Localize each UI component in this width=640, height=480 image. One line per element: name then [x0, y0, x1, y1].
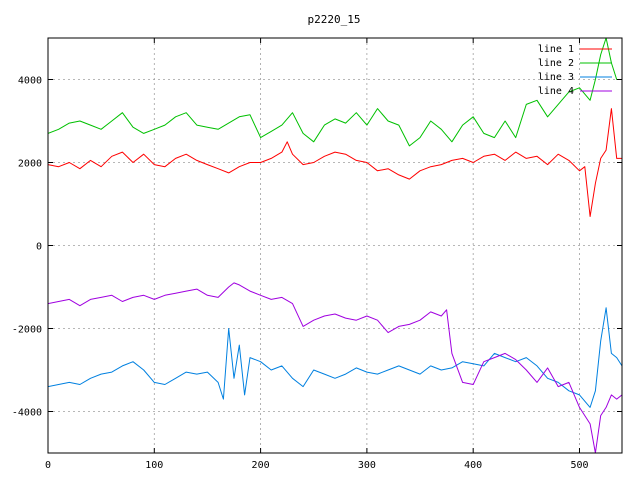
y-tick-label: 4000 — [18, 76, 42, 87]
series-line-1 — [48, 108, 622, 217]
y-tick-label: -2000 — [12, 325, 42, 336]
legend-label-1: line 1 — [538, 44, 574, 55]
legend-label-4: line 4 — [538, 86, 574, 97]
axis-ticks: 0 100 200 300 400 500 -4000 -2000 0 2000 4000 — [12, 38, 622, 471]
legend-label-2: line 2 — [538, 58, 574, 69]
legend-label-3: line 3 — [538, 72, 574, 83]
series-layer — [48, 38, 622, 453]
y-tick-label: 2000 — [18, 159, 42, 170]
chart-title: p2220_15 — [308, 13, 361, 26]
series-line-2 — [48, 38, 622, 147]
x-tick-label: 400 — [464, 460, 482, 471]
series-line-4 — [48, 282, 622, 453]
x-tick-label: 500 — [570, 460, 588, 471]
x-tick-label: 0 — [45, 460, 51, 471]
legend: line 1 line 2 line 3 line 4 — [538, 44, 612, 97]
series-line-3 — [48, 307, 622, 408]
y-tick-label: -4000 — [12, 408, 42, 419]
x-tick-label: 100 — [145, 460, 163, 471]
y-tick-label: 0 — [36, 242, 42, 253]
x-tick-label: 300 — [358, 460, 376, 471]
x-tick-label: 200 — [252, 460, 270, 471]
